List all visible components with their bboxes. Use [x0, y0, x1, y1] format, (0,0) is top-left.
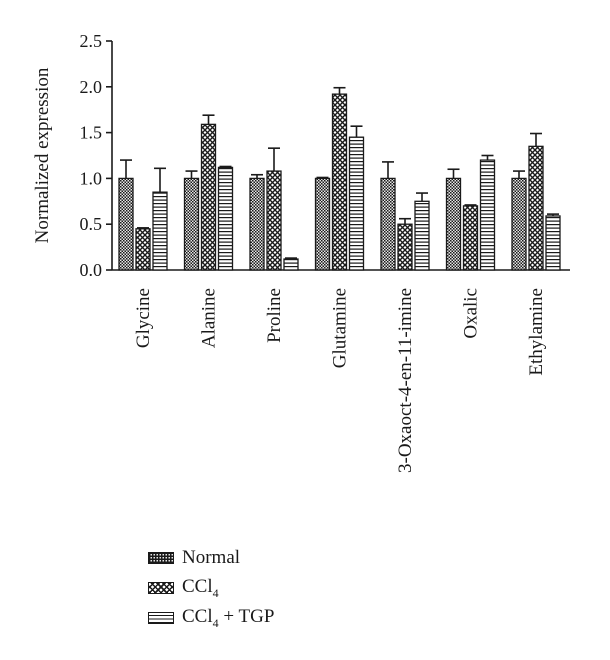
bar [249, 177, 265, 271]
y-axis-label: Normalized expression [32, 67, 53, 243]
legend-swatch-ccl4 [148, 582, 174, 594]
legend-swatch-ccl4-tgp [148, 612, 174, 624]
bar [414, 200, 430, 271]
x-tick-label: Alanine [199, 288, 220, 348]
legend: Normal CCl4 CCl4 + TGP [148, 543, 274, 633]
bar [397, 223, 413, 271]
x-tick-label: 3-Oxaoct-4-en-11-imine [395, 288, 416, 473]
bar [462, 205, 479, 271]
bar [445, 177, 462, 271]
legend-item-ccl4-tgp: CCl4 + TGP [148, 603, 274, 633]
bar [348, 136, 365, 271]
bar [266, 170, 282, 271]
bar [314, 177, 331, 271]
bar [479, 159, 496, 271]
bar [331, 93, 348, 271]
y-tick-label: 1.0 [80, 168, 103, 188]
bar [183, 177, 200, 271]
bar [380, 177, 396, 271]
bar [200, 123, 217, 271]
legend-label-ccl4-tgp: CCl4 + TGP [182, 605, 275, 630]
chart: 0.0 0.5 1.0 1.5 2.0 2.5 Normalized expression G… [32, 31, 570, 473]
bar [217, 166, 234, 271]
legend-label-normal: Normal [182, 547, 241, 568]
legend-item-normal: Normal [148, 543, 274, 573]
legend-label-ccl4: CCl4 [182, 575, 219, 600]
bar [545, 215, 561, 271]
y-tick-label: 2.0 [80, 77, 103, 97]
bar [152, 191, 168, 271]
bar [135, 228, 151, 271]
x-tick-label: Proline [264, 288, 285, 343]
legend-swatch-normal [148, 552, 174, 564]
x-tick-label: Oxalic [461, 288, 482, 339]
y-tick-label: 0.5 [80, 214, 103, 234]
x-tick-label: Ethylamine [526, 288, 547, 376]
y-tick-label: 1.5 [80, 123, 103, 143]
y-tick-label: 0.0 [80, 260, 103, 280]
bar [118, 177, 134, 271]
legend-item-ccl4: CCl4 [148, 573, 274, 603]
bar [511, 177, 527, 271]
y-tick-label: 2.5 [80, 31, 103, 51]
bar [528, 145, 544, 271]
x-tick-label: Glycine [133, 288, 154, 348]
x-tick-label: Glutamine [330, 288, 351, 368]
bar [283, 258, 299, 271]
